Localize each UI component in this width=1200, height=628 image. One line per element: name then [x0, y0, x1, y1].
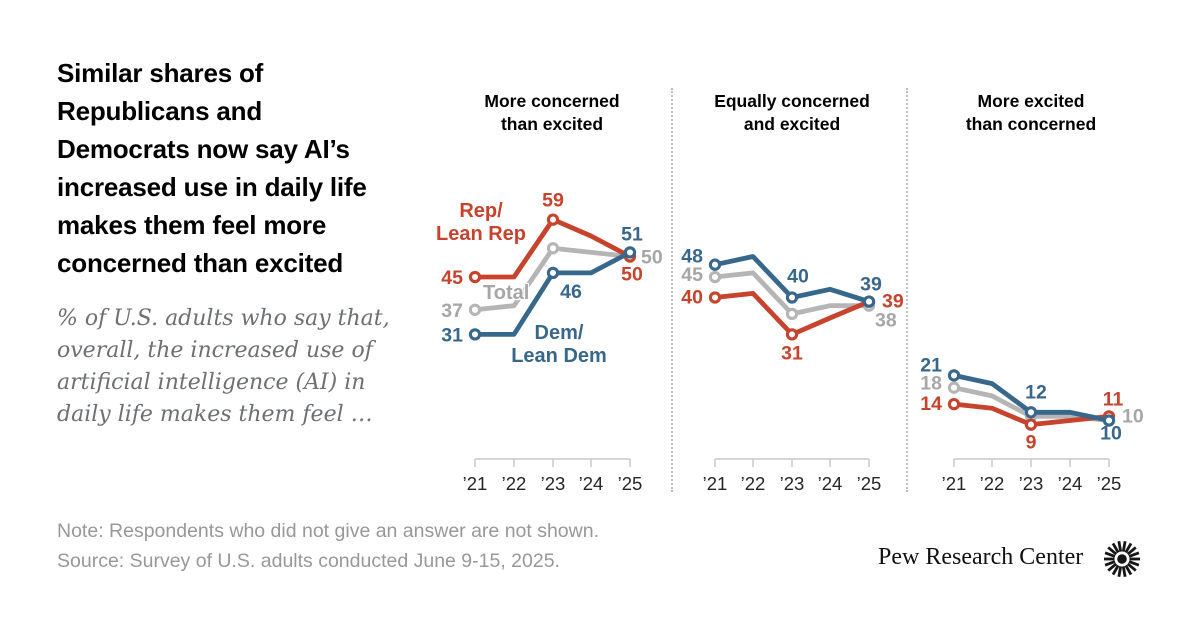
legend-label-dem: Dem/ Lean Dem — [511, 322, 607, 367]
value-label-dem: 39 — [860, 274, 882, 296]
panel-title-more-excited: More excited than concerned — [965, 91, 1097, 134]
panel-separator-1 — [671, 88, 673, 492]
data-point-marker-total — [947, 381, 961, 394]
value-label-total: 37 — [441, 300, 463, 322]
data-point-marker-total — [785, 307, 799, 321]
value-label-rep: 59 — [542, 190, 564, 212]
value-label-rep: 14 — [920, 393, 942, 415]
data-point-marker-dem — [785, 291, 799, 304]
value-label-dem: 51 — [621, 223, 643, 245]
x-tick-label: ’25 — [1097, 473, 1122, 494]
chart-title: Similar shares of Republicans and Democr… — [57, 58, 367, 278]
value-label-total: 45 — [681, 264, 703, 286]
data-point-marker-rep — [947, 397, 961, 411]
panel-title-equally: Equally concerned and excited — [714, 91, 870, 134]
sunburst-ray — [1104, 551, 1116, 558]
data-point-marker-dem — [1102, 414, 1116, 427]
x-tick-label: ’22 — [502, 473, 527, 494]
value-label-rep: 11 — [1103, 388, 1124, 410]
x-tick-label: ’22 — [741, 473, 766, 494]
sunburst-center — [1117, 554, 1127, 564]
value-label-total: 50 — [641, 247, 663, 269]
data-point-marker-dem — [468, 328, 482, 341]
value-label-rep: 39 — [882, 291, 904, 313]
data-point-marker-total — [708, 270, 722, 284]
legend-label-rep: Rep/ Lean Rep — [435, 200, 527, 245]
x-axis — [714, 458, 870, 467]
value-label-rep: 9 — [1026, 432, 1037, 454]
data-point-marker-rep — [1024, 418, 1038, 431]
sunburst-ray — [1117, 566, 1123, 577]
data-point-marker-total — [468, 303, 482, 316]
sunburst-ray — [1104, 560, 1116, 567]
sunburst-ray — [1117, 541, 1123, 552]
data-point-marker-total — [546, 242, 560, 255]
data-point-marker-dem — [1024, 406, 1038, 419]
sunburst-ray — [1107, 546, 1118, 556]
sunburst-ray — [1126, 562, 1137, 572]
footnotes: Note: Respondents who did not give an an… — [57, 516, 599, 576]
pew-sunburst-icon — [1104, 541, 1140, 577]
x-tick-label: ’21 — [463, 473, 488, 494]
chart-subtitle: % of U.S. adults who say that, overall, … — [57, 306, 390, 427]
value-label-dem: 31 — [441, 324, 463, 346]
sunburst-ray — [1111, 564, 1120, 576]
data-point-marker-dem — [947, 369, 961, 382]
x-tick-label: ’23 — [1019, 473, 1044, 494]
legend-label-total: Total — [483, 282, 530, 304]
sunburst-ray — [1126, 546, 1137, 556]
pew-logo-text: Pew Research Center — [878, 544, 1084, 570]
note-text: Note: Respondents who did not give an an… — [57, 520, 600, 542]
sunburst-ray — [1121, 541, 1127, 552]
value-label-dem: 46 — [560, 281, 582, 303]
x-tick-label: ’24 — [1058, 473, 1083, 494]
data-point-marker-dem — [862, 295, 876, 308]
x-axis — [474, 458, 631, 467]
sunburst-ray — [1128, 560, 1140, 567]
x-tick-label: ’25 — [618, 473, 643, 494]
data-point-marker-rep — [708, 291, 722, 304]
panel-title-more-concerned: More concerned than excited — [484, 91, 620, 134]
value-label-rep: 40 — [681, 287, 703, 309]
sunburst-ray — [1121, 566, 1127, 577]
value-label-total: 18 — [920, 373, 942, 395]
sunburst-ray — [1124, 542, 1133, 554]
data-point-marker-rep — [785, 328, 799, 341]
sunburst-ray — [1124, 564, 1133, 576]
value-label-rep: 31 — [781, 342, 803, 364]
x-tick-label: ’24 — [818, 473, 843, 494]
sunburst-ray — [1128, 551, 1140, 558]
data-point-marker-dem — [708, 258, 722, 271]
data-point-marker-dem — [546, 266, 560, 280]
value-label-dem: 40 — [787, 266, 809, 288]
value-label-rep: 45 — [441, 267, 463, 289]
value-label-dem: 21 — [920, 354, 942, 376]
x-tick-label: ’24 — [579, 473, 604, 494]
value-label-dem: 10 — [1100, 423, 1122, 445]
value-label-rep: 50 — [621, 264, 643, 286]
x-axis — [953, 458, 1110, 467]
value-label-total: 38 — [875, 310, 897, 332]
sunburst-ray — [1111, 542, 1120, 554]
x-tick-label: ’25 — [857, 473, 882, 494]
value-label-dem: 12 — [1025, 381, 1047, 403]
source-text: Source: Survey of U.S. adults conducted … — [57, 550, 560, 572]
panel-separator-2 — [906, 88, 908, 492]
sunburst-ray — [1107, 562, 1118, 572]
data-point-marker-dem — [623, 246, 637, 259]
x-tick-label: ’22 — [980, 473, 1005, 494]
value-label-total: 10 — [1122, 406, 1144, 428]
x-tick-label: ’21 — [942, 473, 967, 494]
data-point-marker-rep — [546, 213, 560, 226]
value-label-dem: 48 — [681, 246, 703, 268]
data-point-marker-rep — [468, 270, 482, 284]
x-tick-label: ’23 — [541, 473, 566, 494]
x-tick-label: ’21 — [703, 473, 728, 494]
x-tick-label: ’23 — [780, 473, 805, 494]
